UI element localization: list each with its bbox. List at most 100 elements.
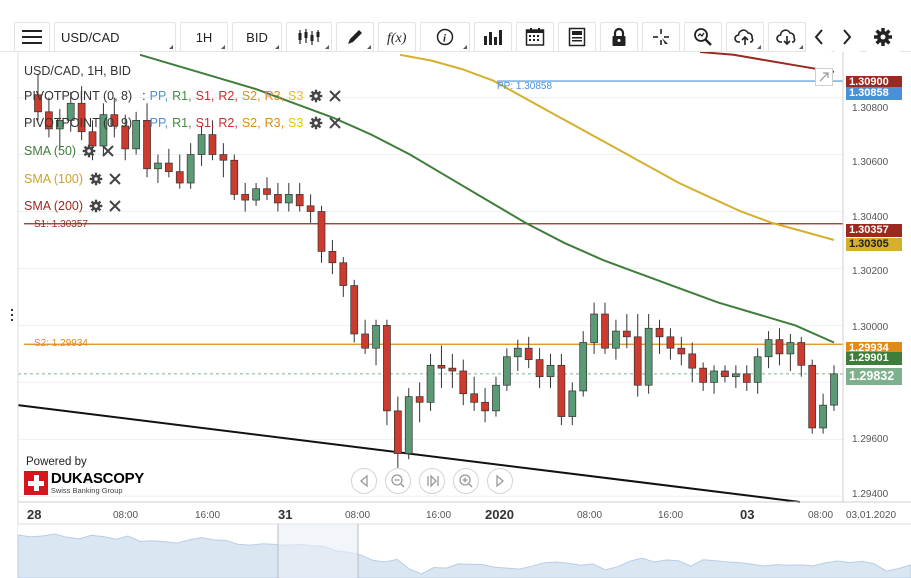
upload-button[interactable] <box>726 22 764 52</box>
x-tick: 08:00 <box>345 510 371 521</box>
candle <box>786 333 795 371</box>
candle-body <box>164 162 173 172</box>
pivot-2-name: PIVOTPOINT (0, 9) <box>24 116 133 130</box>
candle <box>808 359 817 434</box>
candle <box>132 111 140 155</box>
candle-body <box>219 154 228 161</box>
sma-200-settings-button[interactable] <box>89 199 103 213</box>
candle <box>492 376 500 417</box>
nav-forward-button[interactable] <box>487 468 513 494</box>
news-button[interactable] <box>558 22 596 52</box>
pivot-1-remove-button[interactable] <box>329 90 342 102</box>
draw-tool-button[interactable] <box>336 22 374 52</box>
candle-body <box>284 194 293 204</box>
news-icon <box>568 27 586 47</box>
candle <box>644 314 653 394</box>
pivot-1-s2: S2, <box>241 89 261 103</box>
candle-body <box>819 404 827 429</box>
fullscreen-button[interactable] <box>815 68 833 86</box>
candle <box>175 154 184 189</box>
dukascopy-logo[interactable]: DUKASCOPY Swiss Banking Group <box>24 469 144 497</box>
sma-200-remove-button[interactable] <box>109 200 121 212</box>
pivot-2-remove-button[interactable] <box>329 117 342 129</box>
volume-button[interactable] <box>474 22 512 52</box>
candle-body <box>263 188 271 195</box>
side-selector[interactable]: BID <box>232 22 282 52</box>
pivot-1-s3: S3 <box>288 89 304 103</box>
zoom-in-button[interactable] <box>453 468 479 494</box>
pivot-1-r2: R2, <box>218 89 238 103</box>
pivot-2-sep: : <box>142 116 146 130</box>
zoom-button[interactable] <box>684 22 722 52</box>
indicators-button[interactable]: f(x) <box>378 22 416 52</box>
zoom-out-button[interactable] <box>385 468 411 494</box>
chart-type-button[interactable] <box>286 22 332 52</box>
period-selector[interactable]: 1H <box>180 22 228 52</box>
y-tick: 1.30600 <box>852 157 889 168</box>
pivot-2-r1: R1, <box>172 116 192 130</box>
candle-body <box>797 342 806 366</box>
gear-icon <box>89 199 103 213</box>
candle <box>230 154 239 201</box>
candle <box>186 143 195 189</box>
chart-area[interactable]: USD/CAD, 1H, BID PIVOTPOINT (0, 8) : PP,… <box>0 52 911 578</box>
candle-body <box>274 194 282 204</box>
lock-button[interactable] <box>600 22 638 52</box>
candle <box>306 194 315 223</box>
candle-body <box>186 154 195 184</box>
navigator[interactable] <box>17 523 911 578</box>
sma-50-settings-button[interactable] <box>82 144 96 158</box>
svg-text:f(x): f(x) <box>387 31 407 46</box>
candle <box>568 382 577 426</box>
candle <box>459 359 468 406</box>
settings-button[interactable] <box>866 22 900 52</box>
calendar-button[interactable] <box>516 22 554 52</box>
candle-body <box>688 353 697 369</box>
candle-body <box>808 364 817 429</box>
candle-body <box>437 364 446 369</box>
candle-body <box>154 162 162 170</box>
y-tick: 1.30200 <box>852 266 889 277</box>
scroll-left-button[interactable] <box>806 22 832 52</box>
reset-view-button[interactable] <box>419 468 445 494</box>
candle <box>470 376 479 411</box>
legend-title: USD/CAD, 1H, BID <box>24 64 131 78</box>
info-button[interactable]: i <box>420 22 470 52</box>
candle-body <box>383 325 391 412</box>
candle <box>622 314 631 349</box>
candle-body <box>143 120 151 170</box>
legend-sma-100: SMA (100) <box>24 172 121 186</box>
pivot-1-settings-button[interactable] <box>309 89 323 103</box>
candle-body <box>492 384 500 412</box>
pivot-2-s2: S2, <box>241 116 261 130</box>
candle <box>197 126 206 166</box>
download-button[interactable] <box>768 22 806 52</box>
price-chart[interactable] <box>0 52 911 578</box>
candle-body <box>786 342 795 355</box>
x-tick: 2020 <box>485 507 514 522</box>
candle <box>481 388 489 423</box>
candle-body <box>350 285 359 335</box>
expand-icon <box>819 72 829 82</box>
sma-100-settings-button[interactable] <box>89 172 103 186</box>
candle <box>143 103 151 178</box>
candle <box>830 365 838 411</box>
nav-back-button[interactable] <box>351 468 377 494</box>
sma-50-remove-button[interactable] <box>102 145 114 157</box>
scroll-right-button[interactable] <box>834 22 860 52</box>
legend-pivot-2: PIVOTPOINT (0, 9) : PP, R1, S1, R2, S2, … <box>24 116 342 130</box>
pivot-2-settings-button[interactable] <box>309 116 323 130</box>
symbol-selector[interactable]: USD/CAD <box>54 22 176 52</box>
candle <box>252 183 260 206</box>
sma50-price-tag: 1.29901 <box>846 352 902 365</box>
crosshair-button[interactable] <box>642 22 680 52</box>
triangle-right-icon <box>496 474 505 488</box>
candle <box>797 336 806 377</box>
candle-body <box>241 194 250 201</box>
sma-100-remove-button[interactable] <box>109 173 121 185</box>
menu-button[interactable] <box>14 22 50 52</box>
candle-body <box>557 364 566 417</box>
candle-body <box>601 313 609 349</box>
y-tick: 1.30000 <box>852 322 889 333</box>
pivot-1-r1: R1, <box>172 89 192 103</box>
